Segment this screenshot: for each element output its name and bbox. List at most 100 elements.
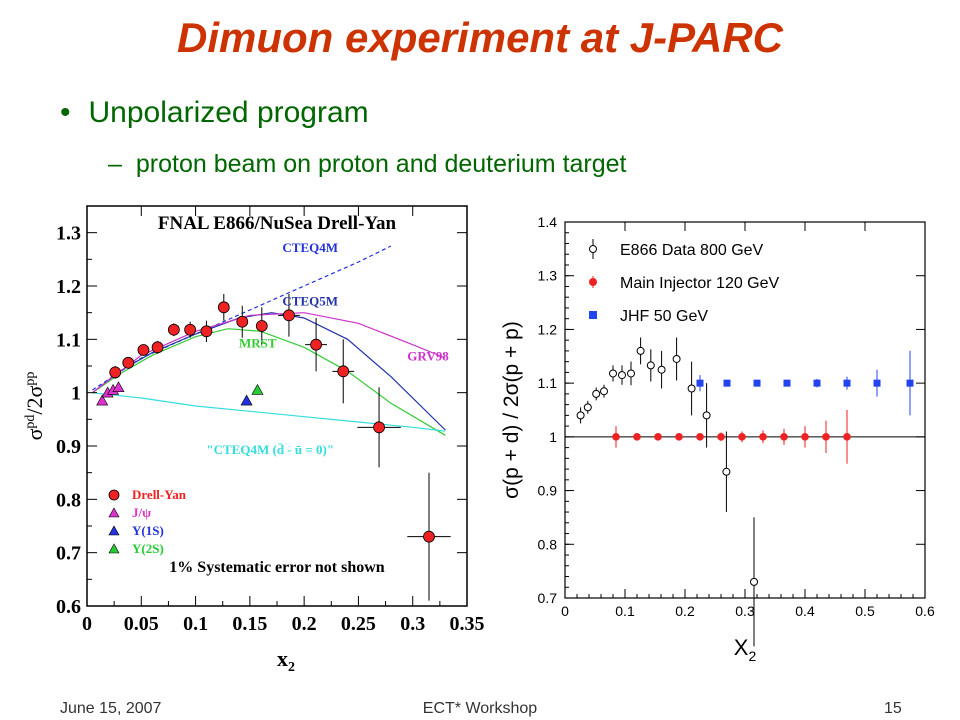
- data-point: [722, 467, 731, 476]
- data-point: [738, 433, 746, 441]
- legend-label: Main Injector 120 GeV: [620, 275, 780, 292]
- footer-date: June 15, 2007: [60, 700, 162, 717]
- data-point: [675, 433, 683, 441]
- data-point: [696, 433, 704, 441]
- data-point: [646, 361, 655, 370]
- theory-curve: [92, 245, 392, 391]
- data-point: [636, 346, 645, 355]
- y-tick-label: 1.2: [538, 321, 558, 337]
- legend-marker: [108, 543, 120, 554]
- data-point: [753, 379, 761, 387]
- data-point: [109, 366, 122, 379]
- y-axis-label: σpd/2σpp: [22, 372, 47, 441]
- x-tick-label: 0.4: [795, 603, 815, 619]
- data-point: [600, 387, 608, 396]
- y-tick-label: 1.4: [538, 214, 558, 230]
- y-tick-label: 0.9: [56, 436, 81, 458]
- x-tick-label: 0: [561, 603, 569, 619]
- y-tick-label: 1: [549, 429, 557, 445]
- data-point: [717, 433, 725, 441]
- legend-marker: [589, 311, 597, 319]
- data-point: [723, 379, 731, 387]
- data-point: [337, 365, 350, 378]
- y-tick-label: 0.6: [56, 596, 81, 618]
- data-point: [592, 389, 601, 398]
- data-point: [283, 309, 295, 322]
- x-tick-label: 0.05: [124, 613, 159, 635]
- data-point: [843, 433, 851, 441]
- chart-title: FNAL E866/NuSea Drell-Yan: [158, 213, 397, 234]
- chart-jparc: 0 0.1 0.2 0.3 0.4 0.5 0.6 0.7 0.8 0.9 1 1.1 1.2 1.3 1.…: [500, 214, 935, 664]
- x-tick-label: 0.2: [292, 613, 317, 635]
- data-point: [251, 383, 264, 395]
- sub-bullet-text: proton beam on proton and deuterium targ…: [135, 150, 627, 178]
- theory-curve: [92, 312, 446, 394]
- data-point: [633, 433, 641, 441]
- theory-curve: [92, 392, 446, 432]
- y-tick-label: 0.7: [538, 590, 558, 606]
- theory-curve: [92, 328, 446, 436]
- x-tick-label: 0.1: [183, 613, 208, 635]
- data-point: [423, 530, 435, 543]
- bullet-text: Unpolarized program: [88, 96, 369, 129]
- data-point: [750, 577, 758, 586]
- data-point: [200, 325, 213, 338]
- data-point: [687, 384, 696, 393]
- data-point: [310, 338, 322, 351]
- legend-marker: [108, 525, 120, 536]
- footer-event: ECT* Workshop: [422, 700, 538, 717]
- data-point: [122, 356, 135, 369]
- data-point: [373, 421, 385, 434]
- x-tick-label: 0.1: [615, 603, 635, 619]
- legend-label: J/ψ: [132, 505, 151, 520]
- data-point: [151, 341, 164, 354]
- data-point: [822, 433, 830, 441]
- data-point: [112, 381, 125, 393]
- systematic-note: 1% Systematic error not shown: [169, 559, 384, 576]
- data-point: [167, 323, 180, 336]
- data-point: [657, 365, 666, 374]
- y-tick-label: 1.1: [56, 329, 81, 351]
- curve-label: GRV98: [407, 349, 449, 364]
- bullet-dot-icon: •: [60, 96, 71, 129]
- data-point: [217, 301, 230, 314]
- slide-title: Dimuon experiment at J-PARC: [177, 14, 783, 61]
- data-point: [612, 433, 620, 441]
- legend-label: Υ(2S): [132, 541, 164, 556]
- data-point: [906, 379, 914, 387]
- plot-frame: [564, 221, 926, 599]
- legend-marker: [108, 489, 120, 501]
- y-tick-label: 0.7: [56, 543, 81, 565]
- data-point: [843, 379, 851, 387]
- y-tick-label: 1.3: [56, 223, 81, 245]
- legend-label: Υ(1S): [132, 523, 164, 538]
- legend-label: E866 Data 800 GeV: [620, 242, 764, 259]
- x-tick-label: 0.5: [855, 603, 875, 619]
- data-point: [654, 433, 662, 441]
- curve-label: CTEQ4M: [282, 240, 338, 255]
- dash-icon: –: [108, 150, 122, 178]
- bullet-item: • Unpolarized program: [60, 96, 369, 130]
- data-point: [137, 344, 150, 356]
- y-tick-label: 1.3: [538, 268, 558, 284]
- data-point: [759, 433, 767, 441]
- data-point: [618, 371, 626, 380]
- curve-label: "CTEQ4M (d̄ - ū = 0)": [206, 442, 334, 457]
- x-tick-label: 0.25: [341, 613, 376, 635]
- data-point: [609, 369, 617, 378]
- x-tick-label: 0: [82, 613, 92, 635]
- data-point: [255, 320, 268, 332]
- legend-label: JHF 50 GeV: [620, 308, 708, 325]
- y-tick-label: 1.1: [538, 375, 558, 391]
- x-tick-label: 0.3: [400, 613, 425, 635]
- data-point: [576, 411, 585, 420]
- data-point: [672, 354, 681, 363]
- y-tick-label: 0.9: [538, 483, 558, 499]
- data-point: [783, 379, 791, 387]
- chart-e866: FNAL E866/NuSea Drell-Yan CTEQ4M CTEQ5M MR…: [22, 205, 485, 675]
- data-point: [702, 411, 711, 420]
- data-point: [96, 394, 109, 406]
- data-point: [236, 315, 249, 328]
- data-point: [801, 433, 809, 441]
